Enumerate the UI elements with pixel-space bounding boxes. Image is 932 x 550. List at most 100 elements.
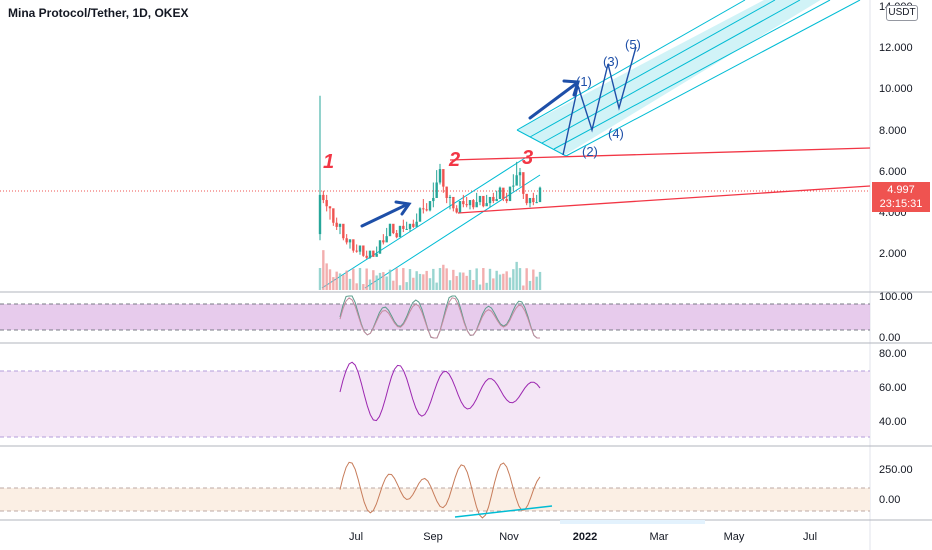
candle-body <box>485 203 488 207</box>
candle-body <box>482 195 485 207</box>
rsi-axis[interactable]: 80.00 60.00 40.00 <box>879 348 907 428</box>
candle-body <box>382 240 385 243</box>
symbol-title[interactable]: Mina Protocol/Tether, 1D, OKEX <box>8 6 189 20</box>
stoch-tick: 100.00 <box>879 291 913 303</box>
volume-bar <box>392 280 395 290</box>
arrow-up-1-shaft <box>360 202 410 228</box>
ascending-channel[interactable] <box>321 157 541 289</box>
time-tick: Jul <box>349 531 363 543</box>
support-trendline[interactable] <box>457 185 871 214</box>
candle-body <box>522 172 525 194</box>
candle-body <box>502 187 505 200</box>
price-axis[interactable]: 14.000 12.000 10.000 8.000 6.000 4.000 2… <box>879 1 913 260</box>
cci-axis[interactable]: 250.00 0.00 <box>879 464 913 506</box>
arrow-up-2-head <box>562 79 580 97</box>
volume-bar <box>332 277 335 290</box>
wave-label-1: 1 <box>323 151 334 173</box>
resistance-trendline[interactable] <box>449 147 871 161</box>
candle-body <box>365 255 368 258</box>
candle-body <box>458 201 462 213</box>
candle-body <box>468 200 472 206</box>
volume-bar <box>385 276 388 290</box>
pitchfork-line-5 <box>565 0 861 157</box>
volume-bar <box>355 283 358 290</box>
candle-body <box>472 200 475 208</box>
time-axis[interactable]: Jul Sep Nov 2022 Mar May Jul <box>349 531 817 543</box>
time-tick: Nov <box>499 531 519 543</box>
rsi-tick: 60.00 <box>879 382 907 394</box>
volume-bar <box>515 261 518 290</box>
candle-body <box>505 199 508 202</box>
candle-body <box>395 233 398 238</box>
volume-bar <box>485 282 488 290</box>
volume-bar <box>445 268 448 290</box>
arrow-up-1[interactable] <box>360 200 412 228</box>
stoch-signal-path <box>339 297 540 339</box>
candle-body <box>345 238 348 243</box>
candle-body <box>455 208 458 213</box>
currency-selector[interactable]: USDT <box>886 5 918 21</box>
candle-body <box>338 223 342 227</box>
price-tick: 12.000 <box>879 42 913 54</box>
elliott-label-4: (4) <box>608 126 624 141</box>
cci-path <box>339 461 541 519</box>
candle-body <box>405 228 408 230</box>
volume-bar <box>362 284 365 290</box>
cci-tick: 250.00 <box>879 464 913 476</box>
pitchfork-channel[interactable] <box>517 0 870 155</box>
candle-body <box>475 202 478 208</box>
volume-bar <box>458 272 462 290</box>
cci-line <box>339 461 541 519</box>
candle-body <box>465 204 468 206</box>
elliott-label-5: (5) <box>625 37 641 52</box>
candle-body <box>528 197 532 204</box>
candle-body <box>325 200 328 207</box>
volume-bar <box>442 264 445 290</box>
candle-body <box>498 187 502 200</box>
candle-body <box>418 208 422 222</box>
volume-bar <box>472 280 475 290</box>
stoch-band <box>0 304 870 330</box>
cci-divergence-line[interactable] <box>454 505 553 518</box>
volume-bar <box>448 280 452 290</box>
volume-bar <box>318 268 322 290</box>
candle-body <box>422 208 425 210</box>
price-tick: 6.000 <box>879 166 907 178</box>
candle-body <box>412 223 415 227</box>
time-tick: Mar <box>650 531 669 543</box>
volume-bar <box>488 268 492 290</box>
candle-body <box>372 250 375 257</box>
volume-bar <box>382 272 385 290</box>
time-tick: Jul <box>803 531 817 543</box>
candle-body <box>328 206 332 209</box>
candle-body <box>332 208 335 223</box>
volume-bar <box>365 268 368 290</box>
volume-bar <box>358 268 362 290</box>
volume-bar <box>418 273 422 290</box>
volume-bar <box>412 277 415 290</box>
candle-body <box>515 175 518 186</box>
candle-body <box>352 239 355 251</box>
stoch-axis[interactable]: 100.00 0.00 <box>879 291 913 344</box>
elliott-wave-path[interactable] <box>562 46 637 156</box>
price-tick: 2.000 <box>879 248 907 260</box>
time-tick: 2022 <box>573 531 597 543</box>
candle-body <box>538 187 542 203</box>
arrow-up-1-head <box>394 200 412 216</box>
candle-body <box>488 196 492 204</box>
volume-bar <box>498 274 502 290</box>
volume-bar <box>452 269 455 290</box>
wave-label-2: 2 <box>448 149 460 171</box>
volume-bars <box>318 250 542 290</box>
candle-body <box>462 201 465 205</box>
volume-bar <box>525 268 528 290</box>
arrow-up-2[interactable] <box>528 79 580 120</box>
cci-band <box>0 488 870 511</box>
candle-body <box>368 250 372 258</box>
elliott-label-3: (3) <box>603 54 619 69</box>
volume-bar <box>492 278 495 290</box>
volume-bar <box>408 269 412 290</box>
candle-body <box>355 250 358 252</box>
candle-body <box>408 223 412 229</box>
